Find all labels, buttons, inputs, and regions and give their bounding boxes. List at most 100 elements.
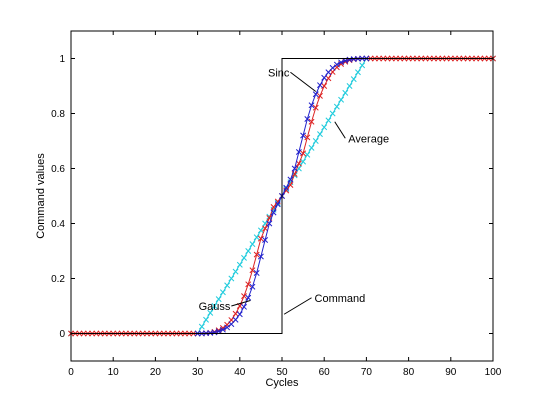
point-average xyxy=(249,241,256,248)
point-sinc xyxy=(262,237,269,243)
point-average xyxy=(329,110,336,117)
point-gauss xyxy=(317,92,323,99)
series-line-command xyxy=(71,58,493,334)
point-sinc xyxy=(291,165,298,172)
point-sinc xyxy=(245,294,252,301)
annotation-average: Average xyxy=(334,121,389,145)
annotation-pointer xyxy=(231,300,251,307)
point-average xyxy=(198,323,205,330)
point-average xyxy=(300,158,307,165)
annotation-gauss: Gauss xyxy=(199,300,251,313)
x-tick-label: 20 xyxy=(150,367,162,378)
point-sinc xyxy=(257,253,264,260)
point-average xyxy=(219,289,226,296)
point-sinc xyxy=(219,326,226,333)
point-sinc xyxy=(241,303,247,310)
x-axis-label: Cycles xyxy=(265,377,299,389)
annotation-command: Command xyxy=(283,293,366,315)
point-sinc xyxy=(236,311,243,318)
point-sinc xyxy=(300,132,307,139)
point-average xyxy=(355,69,361,76)
point-average xyxy=(321,124,328,131)
annotation-label: Command xyxy=(315,293,366,305)
point-sinc xyxy=(224,324,231,331)
y-tick-label: 1 xyxy=(59,54,65,65)
x-tick-label: 40 xyxy=(234,367,246,378)
point-average xyxy=(304,151,311,158)
point-average xyxy=(342,89,349,96)
point-sinc xyxy=(308,102,315,109)
point-sinc xyxy=(321,74,328,81)
point-average xyxy=(228,275,235,282)
point-average xyxy=(245,248,252,254)
point-gauss xyxy=(312,104,319,111)
x-tick-label: 80 xyxy=(403,367,415,378)
point-average xyxy=(236,261,243,268)
point-sinc xyxy=(317,82,323,89)
point-gauss xyxy=(308,118,315,125)
point-sinc xyxy=(253,270,260,276)
annotation-label: Sinc xyxy=(268,67,290,79)
x-tick-label: 100 xyxy=(485,367,502,378)
point-average xyxy=(211,303,218,309)
point-gauss xyxy=(300,150,307,157)
point-average xyxy=(308,144,315,151)
annotation-label: Average xyxy=(348,133,389,145)
point-average xyxy=(232,268,239,275)
point-sinc xyxy=(232,316,239,323)
point-gauss xyxy=(249,267,256,274)
y-ticks: 0 0.2 0.4 0.6 0.8 1 xyxy=(51,54,493,340)
annotation-pointer xyxy=(334,121,346,139)
point-gauss xyxy=(253,251,260,258)
point-average xyxy=(350,76,357,83)
annotation-sinc: Sinc xyxy=(268,67,317,92)
point-gauss xyxy=(257,235,264,242)
point-sinc xyxy=(266,220,273,227)
y-tick-label: 0.2 xyxy=(51,274,65,285)
point-sinc xyxy=(287,176,294,183)
annotation-pointer xyxy=(290,71,317,92)
point-gauss xyxy=(241,293,247,300)
point-sinc xyxy=(333,61,340,68)
y-tick-label: 0.6 xyxy=(51,164,65,175)
point-gauss xyxy=(262,225,269,232)
point-average xyxy=(346,83,353,89)
point-average xyxy=(333,103,340,110)
point-average xyxy=(241,254,247,261)
point-gauss xyxy=(304,134,311,141)
point-gauss xyxy=(245,281,252,288)
y-tick-label: 0 xyxy=(59,329,65,340)
point-sinc xyxy=(249,283,256,290)
y-tick-label: 0.4 xyxy=(51,219,65,230)
point-average xyxy=(224,282,231,289)
point-sinc xyxy=(283,184,290,191)
x-tick-label: 50 xyxy=(276,367,288,378)
series-command xyxy=(71,58,493,334)
point-sinc xyxy=(274,201,281,208)
point-average xyxy=(317,131,323,138)
y-tick-label: 0.8 xyxy=(51,109,65,120)
point-average xyxy=(312,138,319,144)
point-sinc xyxy=(338,59,345,66)
x-tick-label: 60 xyxy=(319,367,331,378)
x-tick-label: 70 xyxy=(361,367,373,378)
x-tick-label: 0 xyxy=(68,367,74,378)
point-average xyxy=(253,234,260,241)
point-average xyxy=(207,309,214,316)
x-tick-label: 90 xyxy=(445,367,457,378)
point-sinc xyxy=(312,91,319,98)
point-sinc xyxy=(304,116,311,122)
annotation-layer: Sinc Average Gauss Command xyxy=(199,67,389,315)
annotation-pointer xyxy=(283,297,312,315)
point-average xyxy=(359,62,366,69)
x-ticks: 0 10 20 30 40 50 60 70 80 90 100 xyxy=(68,31,502,378)
point-average xyxy=(257,227,264,234)
point-gauss xyxy=(295,160,302,167)
y-axis-label: Command values xyxy=(35,153,47,239)
point-sinc xyxy=(211,329,218,336)
x-tick-label: 10 xyxy=(108,367,120,378)
annotation-label: Gauss xyxy=(199,301,231,313)
point-average xyxy=(338,96,345,103)
point-sinc xyxy=(295,149,302,155)
